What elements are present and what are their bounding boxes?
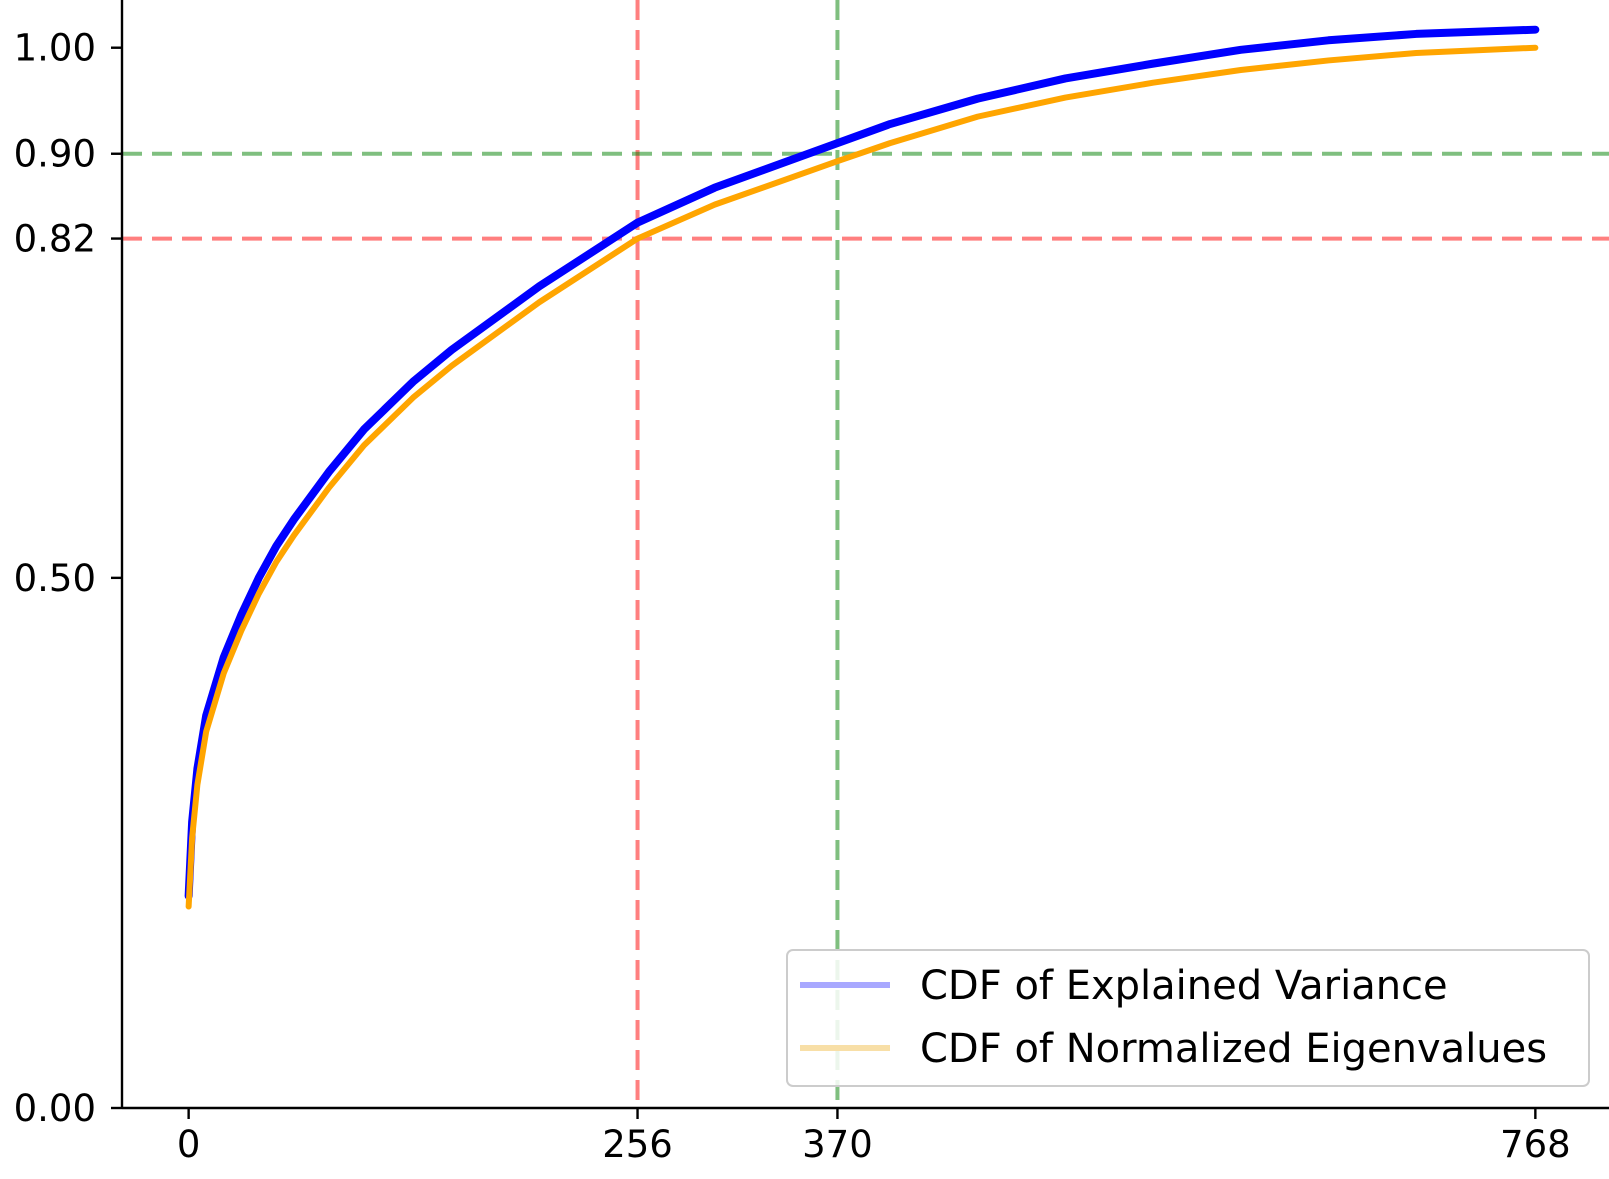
legend: CDF of Explained Variance CDF of Normali… xyxy=(786,949,1590,1087)
y-tick-label: 0.90 xyxy=(14,133,96,176)
legend-frame xyxy=(786,949,1590,1087)
legend-label-explained-variance: CDF of Explained Variance xyxy=(920,963,1448,1009)
series-line-normalized-eigenvalues xyxy=(185,44,1539,910)
y-tick-label: 0.82 xyxy=(14,218,96,261)
x-ticks: 0 256 370 768 xyxy=(177,1108,1571,1166)
x-tick-label: 0 xyxy=(177,1123,201,1166)
axes xyxy=(120,0,1609,1110)
y-ticks: 0.00 0.50 0.82 0.90 1.00 xyxy=(14,27,122,1130)
reference-lines xyxy=(122,0,1609,1108)
y-tick-label: 0.50 xyxy=(14,557,96,600)
x-tick-label: 256 xyxy=(602,1123,673,1166)
legend-label-normalized-eigenvalues: CDF of Normalized Eigenvalues xyxy=(920,1026,1547,1072)
y-tick-label: 1.00 xyxy=(14,27,96,70)
x-tick-label: 768 xyxy=(1500,1123,1571,1166)
series-lines xyxy=(184,25,1540,910)
y-tick-label: 0.00 xyxy=(14,1087,96,1130)
x-tick-label: 370 xyxy=(802,1123,873,1166)
series-line-explained-variance xyxy=(184,25,1540,900)
